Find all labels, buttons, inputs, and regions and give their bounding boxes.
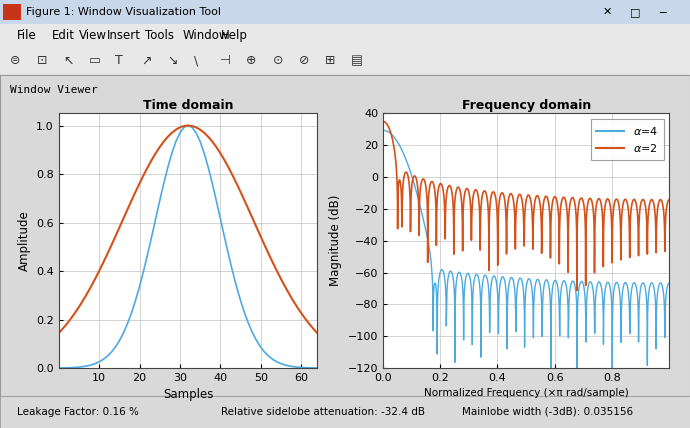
Text: Tools: Tools bbox=[145, 29, 174, 42]
X-axis label: Normalized Frequency (×π rad/sample): Normalized Frequency (×π rad/sample) bbox=[424, 389, 629, 398]
Text: ✕: ✕ bbox=[602, 7, 612, 17]
Text: View: View bbox=[79, 29, 108, 42]
Text: Figure 1: Window Visualization Tool: Figure 1: Window Visualization Tool bbox=[26, 7, 221, 17]
Text: ⊙: ⊙ bbox=[273, 54, 283, 68]
Text: Relative sidelobe attenuation: -32.4 dB: Relative sidelobe attenuation: -32.4 dB bbox=[221, 407, 425, 417]
Text: ↗: ↗ bbox=[141, 54, 152, 68]
Text: File: File bbox=[17, 29, 37, 42]
Legend: $\alpha$=4, $\alpha$=2: $\alpha$=4, $\alpha$=2 bbox=[591, 119, 664, 160]
Text: ↖: ↖ bbox=[63, 54, 73, 68]
Text: ─: ─ bbox=[659, 7, 666, 17]
Text: ▤: ▤ bbox=[351, 54, 363, 68]
Text: ▭: ▭ bbox=[89, 54, 101, 68]
Text: \: \ bbox=[194, 54, 198, 68]
Text: Leakage Factor: 0.16 %: Leakage Factor: 0.16 % bbox=[17, 407, 139, 417]
Text: ⊜: ⊜ bbox=[10, 54, 21, 68]
Text: ⊕: ⊕ bbox=[246, 54, 257, 68]
Text: □: □ bbox=[629, 7, 640, 17]
Text: Insert: Insert bbox=[107, 29, 141, 42]
Title: Time domain: Time domain bbox=[143, 99, 233, 112]
Bar bbox=[3, 3, 21, 20]
Text: Mainlobe width (-3dB): 0.035156: Mainlobe width (-3dB): 0.035156 bbox=[462, 407, 633, 417]
Title: Frequency domain: Frequency domain bbox=[462, 99, 591, 112]
Text: ⊣: ⊣ bbox=[220, 54, 231, 68]
X-axis label: Samples: Samples bbox=[163, 389, 213, 401]
Text: Window Viewer: Window Viewer bbox=[10, 85, 98, 95]
Text: T: T bbox=[115, 54, 123, 68]
Text: ↘: ↘ bbox=[168, 54, 178, 68]
Text: Window: Window bbox=[183, 29, 229, 42]
Text: ⊘: ⊘ bbox=[299, 54, 309, 68]
Text: ⊡: ⊡ bbox=[37, 54, 47, 68]
Text: ⊞: ⊞ bbox=[325, 54, 335, 68]
Text: Edit: Edit bbox=[52, 29, 75, 42]
Text: Help: Help bbox=[221, 29, 248, 42]
Y-axis label: Amplitude: Amplitude bbox=[17, 211, 30, 271]
Y-axis label: Magnitude (dB): Magnitude (dB) bbox=[329, 195, 342, 286]
